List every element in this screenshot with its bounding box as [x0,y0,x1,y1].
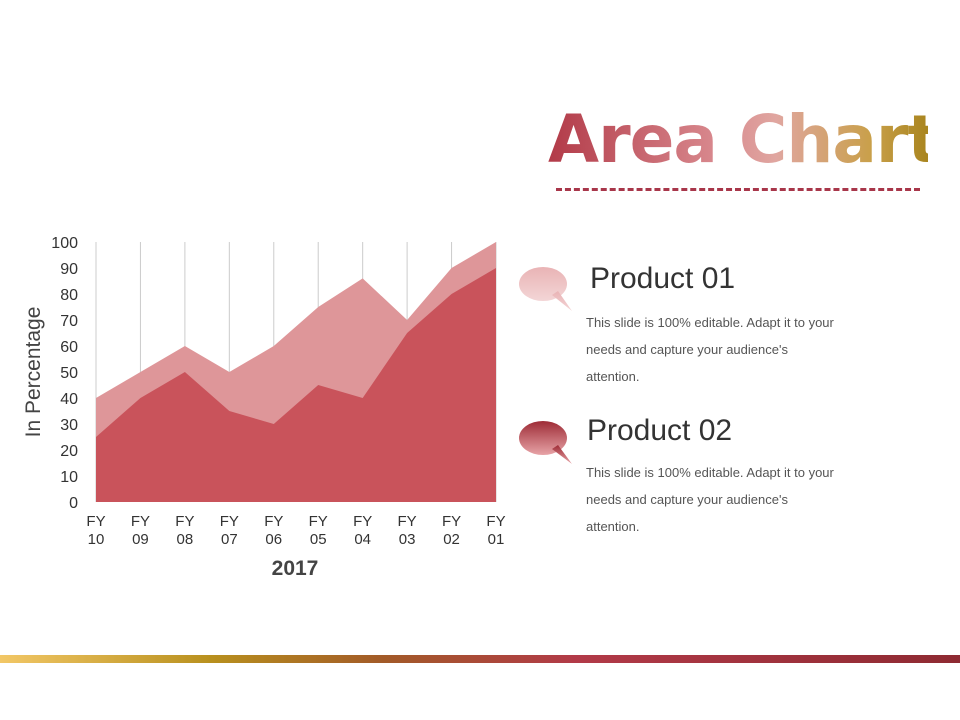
legend-product-02-description: This slide is 100% editable. Adapt it to… [586,465,834,534]
x-axis-title: 2017 [272,557,319,580]
x-tick-label: FY 07 [220,513,239,548]
x-tick-label-line: 03 [399,531,416,548]
x-tick-label: FY 05 [309,513,328,548]
x-tick-label: FY 03 [398,513,417,548]
x-tick-label-line: 02 [443,531,460,548]
x-tick-label-line: FY [353,513,372,530]
y-tick-label: 100 [51,235,78,252]
y-tick-label: 80 [60,287,78,304]
x-tick-label-line: FY [442,513,461,530]
x-tick-label: FY 09 [131,513,150,548]
x-tick-label: FY 10 [86,513,105,548]
x-tick-label-line: 06 [265,531,282,548]
y-tick-label: 30 [60,417,78,434]
area-layer [96,242,496,502]
x-tick-label: FY 04 [353,513,372,548]
speech-bubble-icon [519,421,572,464]
x-tick-label: FY 06 [264,513,283,548]
y-tick-label: 20 [60,443,78,460]
slide-title: Area Chart [548,101,939,178]
x-tick-label-line: FY [131,513,150,530]
y-tick-label: 50 [60,365,78,382]
y-tick-label: 40 [60,391,78,408]
x-tick-label: FY 02 [442,513,461,548]
x-tick-label-line: FY [86,513,105,530]
x-tick-label-line: FY [175,513,194,530]
y-tick-label: 90 [60,261,78,278]
x-tick-label: FY 08 [175,513,194,548]
x-tick-label-line: FY [486,513,505,530]
x-tick-label-line: FY [220,513,239,530]
area-series-2 [96,268,496,502]
x-tick-label-line: 05 [310,531,327,548]
x-tick-label: FY 01 [486,513,505,548]
x-tick-label-line: 09 [132,531,149,548]
title-underline [556,188,920,191]
x-tick-label-line: 07 [221,531,238,548]
x-tick-label-line: 10 [88,531,105,548]
legend-product-02-name: Product 02 [587,414,733,447]
x-tick-label-line: FY [398,513,417,530]
x-tick-label-line: FY [309,513,328,530]
bottom-accent-bar [0,655,960,663]
speech-bubble-icon [519,267,572,311]
x-tick-label-line: 01 [488,531,505,548]
x-tick-label-line: 04 [354,531,371,548]
y-tick-label: 60 [60,339,78,356]
y-tick-labels: 0 10 20 30 40 50 60 70 80 90 100 [51,235,78,512]
x-tick-label-line: 08 [177,531,194,548]
y-tick-label: 10 [60,469,78,486]
y-tick-label: 0 [69,495,78,512]
legend-product-01-name: Product 01 [590,262,736,295]
legend-product-01-description: This slide is 100% editable. Adapt it to… [586,315,834,384]
y-tick-label: 70 [60,313,78,330]
y-axis-title: In Percentage [22,307,45,438]
x-tick-label-line: FY [264,513,283,530]
